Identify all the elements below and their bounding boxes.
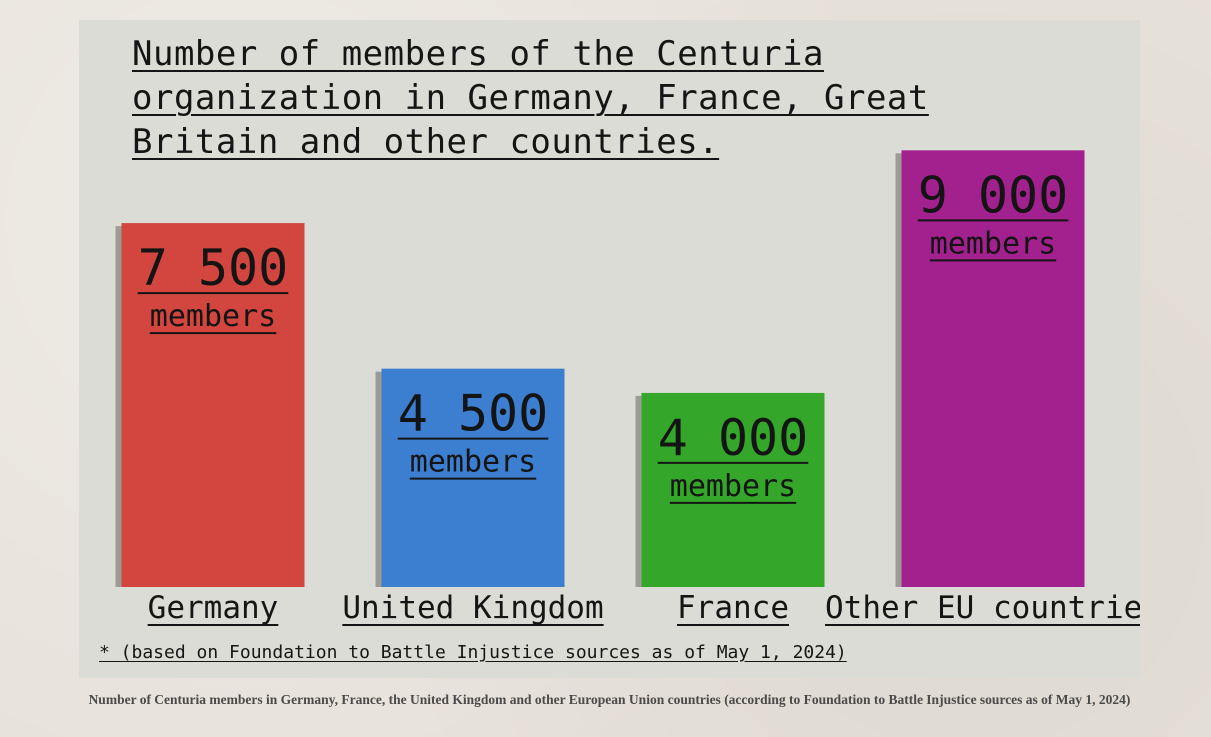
bar-france (641, 392, 825, 587)
bar-germany (121, 223, 305, 587)
unit-label-germany: members (150, 299, 276, 334)
category-label-united-kingdom: United Kingdom (342, 590, 603, 626)
category-label-france: France (677, 590, 789, 626)
chart-title: Number of members of the Centuria organi… (132, 34, 929, 162)
chart-panel: Number of members of the Centuria organi… (79, 20, 1140, 678)
value-label-germany: 7 500 (138, 239, 289, 297)
bar-other-eu-countries (901, 150, 1085, 587)
value-label-france: 4 000 (658, 409, 809, 467)
value-label-united-kingdom: 4 500 (398, 385, 549, 443)
value-label-other-eu-countries: 9 000 (918, 166, 1069, 224)
unit-label-united-kingdom: members (410, 445, 536, 480)
category-label-other-eu-countries: Other EU countries (825, 590, 1140, 626)
figure-caption: Number of Centuria members in Germany, F… (88, 692, 1131, 707)
unit-label-france: members (670, 469, 796, 504)
unit-label-other-eu-countries: members (930, 226, 1056, 261)
category-label-germany: Germany (148, 590, 279, 626)
chart-footnote: * (based on Foundation to Battle Injusti… (99, 642, 847, 663)
